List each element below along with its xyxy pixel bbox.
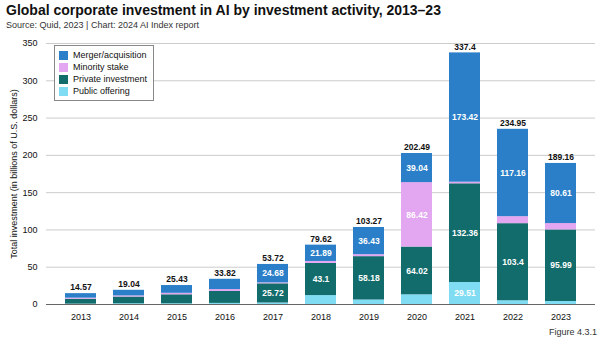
html-text:Public offering: Public offering bbox=[73, 86, 130, 96]
svg-text:64.02: 64.02 bbox=[406, 266, 428, 276]
svg-text:2022: 2022 bbox=[503, 312, 523, 322]
svg-text:14.57: 14.57 bbox=[70, 282, 92, 292]
html-text:Global corporate investment in: Global corporate investment in AI by inv… bbox=[6, 2, 441, 18]
html-text:Source: Quid, 2023 | Chart: 20: Source: Quid, 2023 | Chart: 2024 AI Inde… bbox=[6, 20, 199, 30]
svg-text:173.42: 173.42 bbox=[452, 112, 478, 122]
svg-text:132.36: 132.36 bbox=[452, 228, 478, 238]
svg-text:117.16: 117.16 bbox=[500, 168, 526, 178]
html-text:Minority stake: Minority stake bbox=[73, 62, 129, 72]
svg-text:86.42: 86.42 bbox=[406, 210, 428, 220]
svg-text:2019: 2019 bbox=[359, 312, 379, 322]
svg-text:53.72: 53.72 bbox=[262, 253, 284, 263]
svg-text:300: 300 bbox=[22, 76, 37, 86]
svg-text:2018: 2018 bbox=[311, 312, 331, 322]
svg-text:202.49: 202.49 bbox=[404, 142, 430, 152]
svg-text:2021: 2021 bbox=[455, 312, 475, 322]
svg-text:234.95: 234.95 bbox=[500, 118, 526, 128]
svg-text:150: 150 bbox=[22, 188, 37, 198]
svg-text:29.51: 29.51 bbox=[454, 288, 476, 298]
html-text:Figure 4.3.1: Figure 4.3.1 bbox=[549, 327, 597, 337]
svg-text:2013: 2013 bbox=[71, 312, 91, 322]
svg-text:337.4: 337.4 bbox=[454, 42, 476, 52]
svg-text:100: 100 bbox=[22, 225, 37, 235]
svg-text:80.61: 80.61 bbox=[550, 188, 572, 198]
svg-text:103.27: 103.27 bbox=[356, 216, 382, 226]
svg-text:103.4: 103.4 bbox=[502, 257, 524, 267]
svg-text:2017: 2017 bbox=[263, 312, 283, 322]
svg-text:21.89: 21.89 bbox=[310, 248, 332, 258]
svg-text:79.62: 79.62 bbox=[310, 234, 332, 244]
html-text:Private investment: Private investment bbox=[73, 74, 147, 84]
svg-text:189.16: 189.16 bbox=[548, 152, 574, 162]
svg-text:25.43: 25.43 bbox=[166, 274, 188, 284]
svg-text:2023: 2023 bbox=[551, 312, 571, 322]
svg-text:2014: 2014 bbox=[119, 312, 139, 322]
svg-text:36.43: 36.43 bbox=[358, 236, 380, 246]
svg-text:25.72: 25.72 bbox=[262, 288, 284, 298]
svg-text:39.04: 39.04 bbox=[406, 163, 428, 173]
svg-text:50: 50 bbox=[27, 262, 37, 272]
svg-text:24.68: 24.68 bbox=[262, 268, 284, 278]
svg-text:0: 0 bbox=[32, 299, 37, 309]
svg-text:43.1: 43.1 bbox=[313, 274, 330, 284]
svg-text:200: 200 bbox=[22, 150, 37, 160]
svg-text:Total investment (in billions: Total investment (in billions of U.S. do… bbox=[9, 89, 19, 259]
svg-text:33.82: 33.82 bbox=[214, 268, 236, 278]
svg-text:95.99: 95.99 bbox=[550, 260, 572, 270]
svg-text:19.04: 19.04 bbox=[118, 279, 140, 289]
svg-text:350: 350 bbox=[22, 38, 37, 48]
svg-text:2015: 2015 bbox=[167, 312, 187, 322]
svg-text:250: 250 bbox=[22, 113, 37, 123]
svg-text:58.18: 58.18 bbox=[358, 273, 380, 283]
svg-text:2016: 2016 bbox=[215, 312, 235, 322]
html-text:Merger/acquisition: Merger/acquisition bbox=[73, 50, 147, 60]
svg-text:2020: 2020 bbox=[407, 312, 427, 322]
